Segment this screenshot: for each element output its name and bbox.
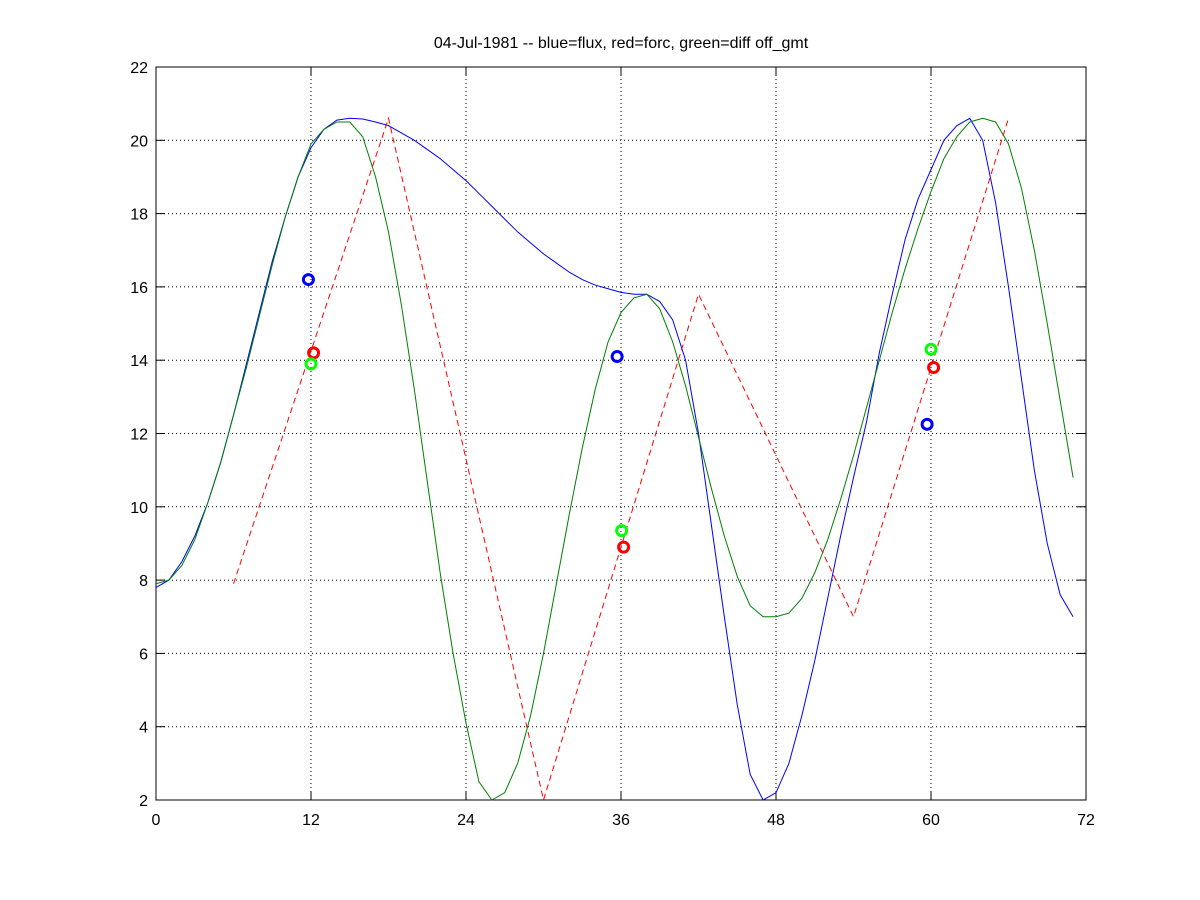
y-tick-label: 6 bbox=[139, 646, 148, 663]
y-tick-label: 12 bbox=[130, 427, 148, 444]
chart-title: 04-Jul-1981 -- blue=flux, red=forc, gree… bbox=[434, 35, 809, 52]
series-line bbox=[155, 117, 1074, 801]
marker bbox=[301, 273, 315, 287]
x-tick-label: 72 bbox=[1077, 812, 1095, 829]
marker bbox=[927, 361, 941, 375]
marker bbox=[920, 417, 934, 431]
marker bbox=[304, 357, 318, 371]
x-tick-label: 60 bbox=[922, 812, 940, 829]
y-tick-label: 2 bbox=[139, 793, 148, 810]
y-tick-label: 14 bbox=[130, 353, 148, 370]
marker bbox=[610, 350, 624, 364]
y-tick-label: 10 bbox=[130, 500, 148, 517]
series-line bbox=[155, 117, 1074, 801]
y-tick-label: 18 bbox=[130, 207, 148, 224]
x-tick-label: 36 bbox=[612, 812, 630, 829]
y-tick-label: 8 bbox=[139, 573, 148, 590]
marker bbox=[924, 342, 938, 356]
series-line bbox=[233, 116, 1009, 802]
x-tick-label: 24 bbox=[457, 812, 475, 829]
y-tick-label: 20 bbox=[130, 133, 148, 150]
plot-frame bbox=[155, 66, 1087, 801]
x-tick-label: 0 bbox=[152, 812, 161, 829]
y-tick-label: 22 bbox=[130, 60, 148, 77]
y-tick-label: 4 bbox=[139, 720, 148, 737]
x-tick-label: 12 bbox=[302, 812, 320, 829]
marker bbox=[615, 524, 629, 538]
marker bbox=[307, 346, 321, 360]
y-tick-label: 16 bbox=[130, 280, 148, 297]
x-tick-label: 48 bbox=[767, 812, 785, 829]
marker bbox=[617, 540, 631, 554]
